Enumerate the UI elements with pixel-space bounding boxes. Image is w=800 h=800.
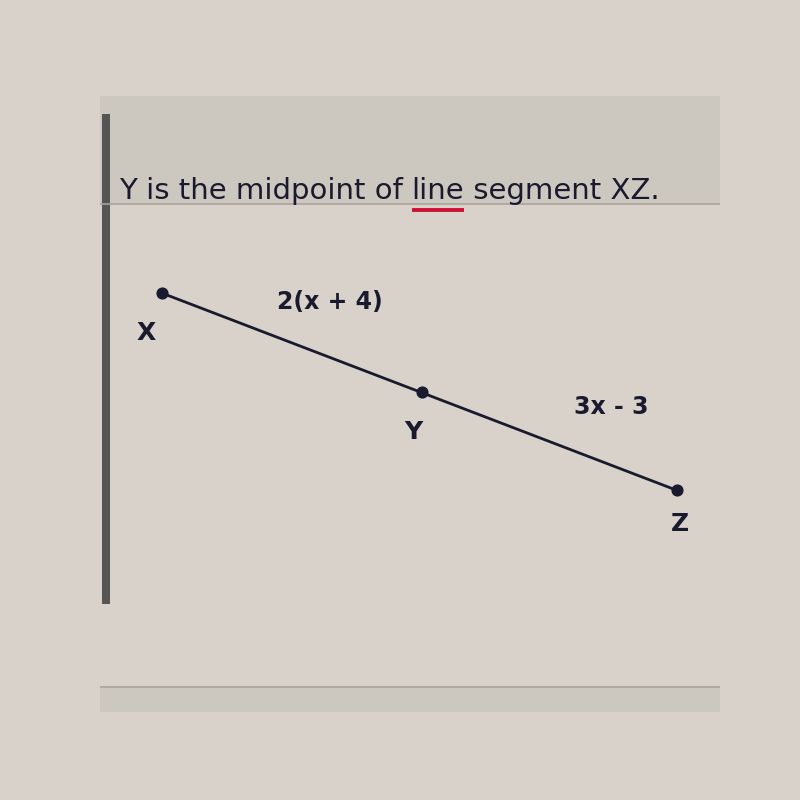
Text: segment XZ.: segment XZ. (464, 178, 660, 206)
Text: line: line (412, 178, 464, 206)
Text: Y: Y (404, 420, 422, 444)
Text: Y is the midpoint of: Y is the midpoint of (118, 178, 412, 206)
Bar (100, 687, 720, 712)
Bar (100, 96, 720, 204)
Point (670, 484, 683, 497)
Text: 3x - 3: 3x - 3 (574, 395, 649, 419)
Point (416, 386, 429, 398)
Point (155, 286, 169, 299)
Text: 2(x + 4): 2(x + 4) (277, 290, 382, 314)
Text: Z: Z (670, 512, 689, 536)
Text: X: X (137, 321, 156, 345)
Bar (102, 114, 110, 604)
